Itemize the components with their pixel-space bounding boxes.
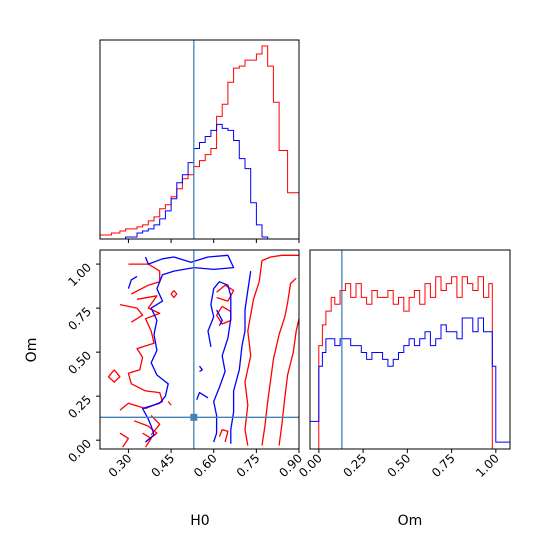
contour-xtick-label: 0.60 [191, 451, 220, 480]
contour-frame [99, 249, 300, 450]
contour-red-line-10 [216, 284, 235, 302]
contour-blue-line-6 [127, 275, 138, 289]
h0-histogram-marks [100, 40, 300, 240]
om-hist-xtick-label: 0.25 [340, 451, 369, 480]
h0-histogram-panel [99, 39, 300, 243]
contour-blue-line-3 [196, 391, 209, 400]
y-axis-label-om: Om [24, 338, 40, 363]
contour-red-line-7 [107, 369, 121, 383]
contour-red-line-6 [150, 415, 161, 436]
om-hist-xtick-label: 0.50 [385, 451, 414, 480]
contour-ytick-label: 0.25 [65, 392, 94, 421]
om-hist-blue-series [310, 317, 510, 443]
contour-red-line-8 [170, 290, 178, 299]
contour-ytick-label: 0.00 [65, 436, 94, 465]
h0-histogram-frame [99, 39, 300, 240]
contour-red-line-13 [261, 277, 297, 446]
contour-red-line-12 [244, 254, 299, 446]
contour-marks [100, 250, 300, 449]
om-hist-xtick-label: 0.75 [429, 451, 458, 480]
contour-xtick-label: 0.75 [234, 451, 263, 480]
contour-red-line-0 [128, 263, 161, 295]
x-axis-label-om: Om [398, 513, 423, 529]
contour-blue-line-0 [141, 254, 235, 443]
contour-panel: 0.30 0.45 0.60 0.75 0.900.000.250.500.751.00 [65, 249, 305, 480]
om-hist-red-series [310, 276, 510, 450]
h0-hist-red-series [100, 45, 300, 236]
contour-xtick-label: 0.45 [148, 451, 177, 480]
x-axis-label-h0: H0 [190, 513, 209, 529]
contour-red-line-14 [278, 318, 300, 446]
om-histogram-marks [310, 250, 510, 450]
contour-ytick-label: 0.50 [65, 348, 94, 377]
contour-red-line-11 [215, 305, 232, 325]
om-histogram-xticks: 0.00 0.25 0.50 0.75 1.00 [296, 449, 502, 480]
contour-truth-marker [190, 413, 198, 421]
contour-ticks: 0.30 0.45 0.60 0.75 0.900.000.250.500.751.00 [65, 260, 305, 480]
contour-ytick-label: 1.00 [65, 260, 94, 289]
om-hist-xtick-label: 1.00 [473, 451, 502, 480]
h0-histogram-xticks [127, 239, 300, 243]
om-histogram-panel: 0.00 0.25 0.50 0.75 1.00 [296, 249, 511, 480]
contour-red-line-4 [119, 432, 130, 448]
om-histogram-frame [309, 249, 511, 450]
contour-red-line-15 [218, 428, 229, 443]
contour-blue-line-2 [216, 309, 223, 327]
h0-hist-blue-series [100, 123, 299, 240]
contour-xtick-label: 0.30 [106, 451, 135, 480]
om-hist-xtick-label: 0.00 [296, 451, 325, 480]
contour-red-line-9 [167, 401, 172, 406]
contour-red-line-2 [119, 303, 144, 323]
contour-blue-line-4 [198, 365, 203, 373]
contour-blue-line-5 [230, 271, 252, 444]
contour-blue-line-1 [207, 281, 232, 443]
contour-red-line-5 [142, 432, 152, 448]
contour-ytick-label: 0.75 [65, 304, 94, 333]
